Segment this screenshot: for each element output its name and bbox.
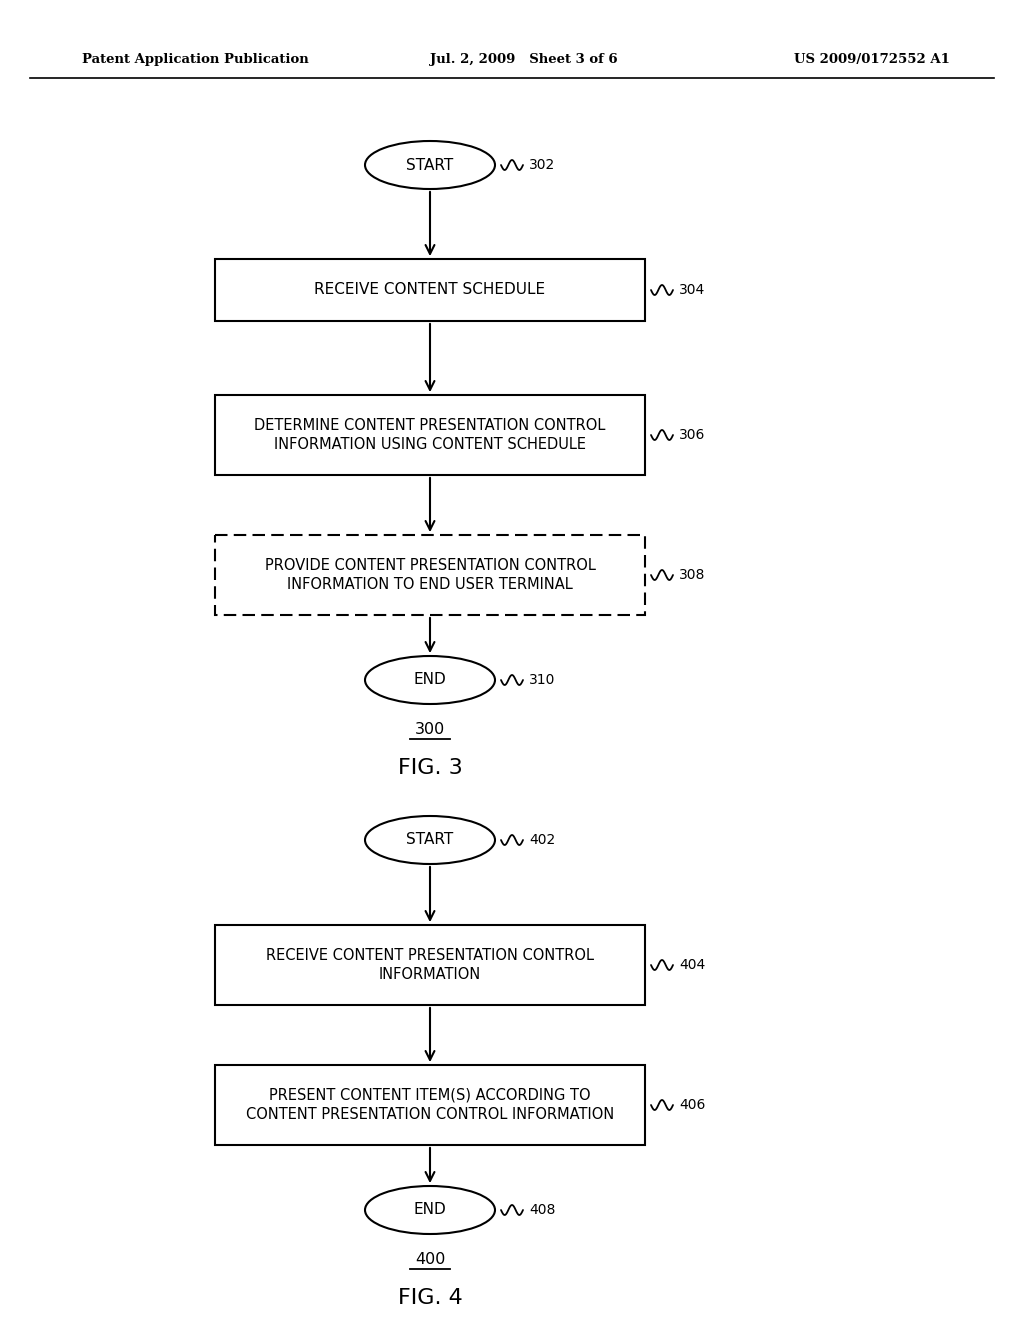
Text: 304: 304 [679,282,706,297]
Text: 310: 310 [529,673,555,686]
Bar [215,259,645,321]
Text: RECEIVE CONTENT PRESENTATION CONTROL
INFORMATION: RECEIVE CONTENT PRESENTATION CONTROL INF… [266,948,594,982]
Text: 406: 406 [679,1098,706,1111]
Text: 306: 306 [679,428,706,442]
Text: DETERMINE CONTENT PRESENTATION CONTROL
INFORMATION USING CONTENT SCHEDULE: DETERMINE CONTENT PRESENTATION CONTROL I… [254,417,605,453]
Text: PRESENT CONTENT ITEM(S) ACCORDING TO
CONTENT PRESENTATION CONTROL INFORMATION: PRESENT CONTENT ITEM(S) ACCORDING TO CON… [246,1088,614,1122]
Text: 400: 400 [415,1253,445,1267]
Text: 302: 302 [529,158,555,172]
Text: FIG. 4: FIG. 4 [397,1288,463,1308]
Text: 404: 404 [679,958,706,972]
Text: START: START [407,157,454,173]
Bar [215,1065,645,1144]
Bar [215,535,645,615]
Text: US 2009/0172552 A1: US 2009/0172552 A1 [795,54,950,66]
Text: 408: 408 [529,1203,555,1217]
Bar [215,395,645,475]
Text: START: START [407,833,454,847]
Text: 308: 308 [679,568,706,582]
Bar [215,925,645,1005]
Text: FIG. 3: FIG. 3 [397,758,463,777]
Text: END: END [414,1203,446,1217]
Text: END: END [414,672,446,688]
Text: PROVIDE CONTENT PRESENTATION CONTROL
INFORMATION TO END USER TERMINAL: PROVIDE CONTENT PRESENTATION CONTROL INF… [264,557,595,593]
Text: Jul. 2, 2009   Sheet 3 of 6: Jul. 2, 2009 Sheet 3 of 6 [430,54,617,66]
Text: RECEIVE CONTENT SCHEDULE: RECEIVE CONTENT SCHEDULE [314,282,546,297]
Text: Patent Application Publication: Patent Application Publication [82,54,309,66]
Text: 402: 402 [529,833,555,847]
Text: 300: 300 [415,722,445,738]
